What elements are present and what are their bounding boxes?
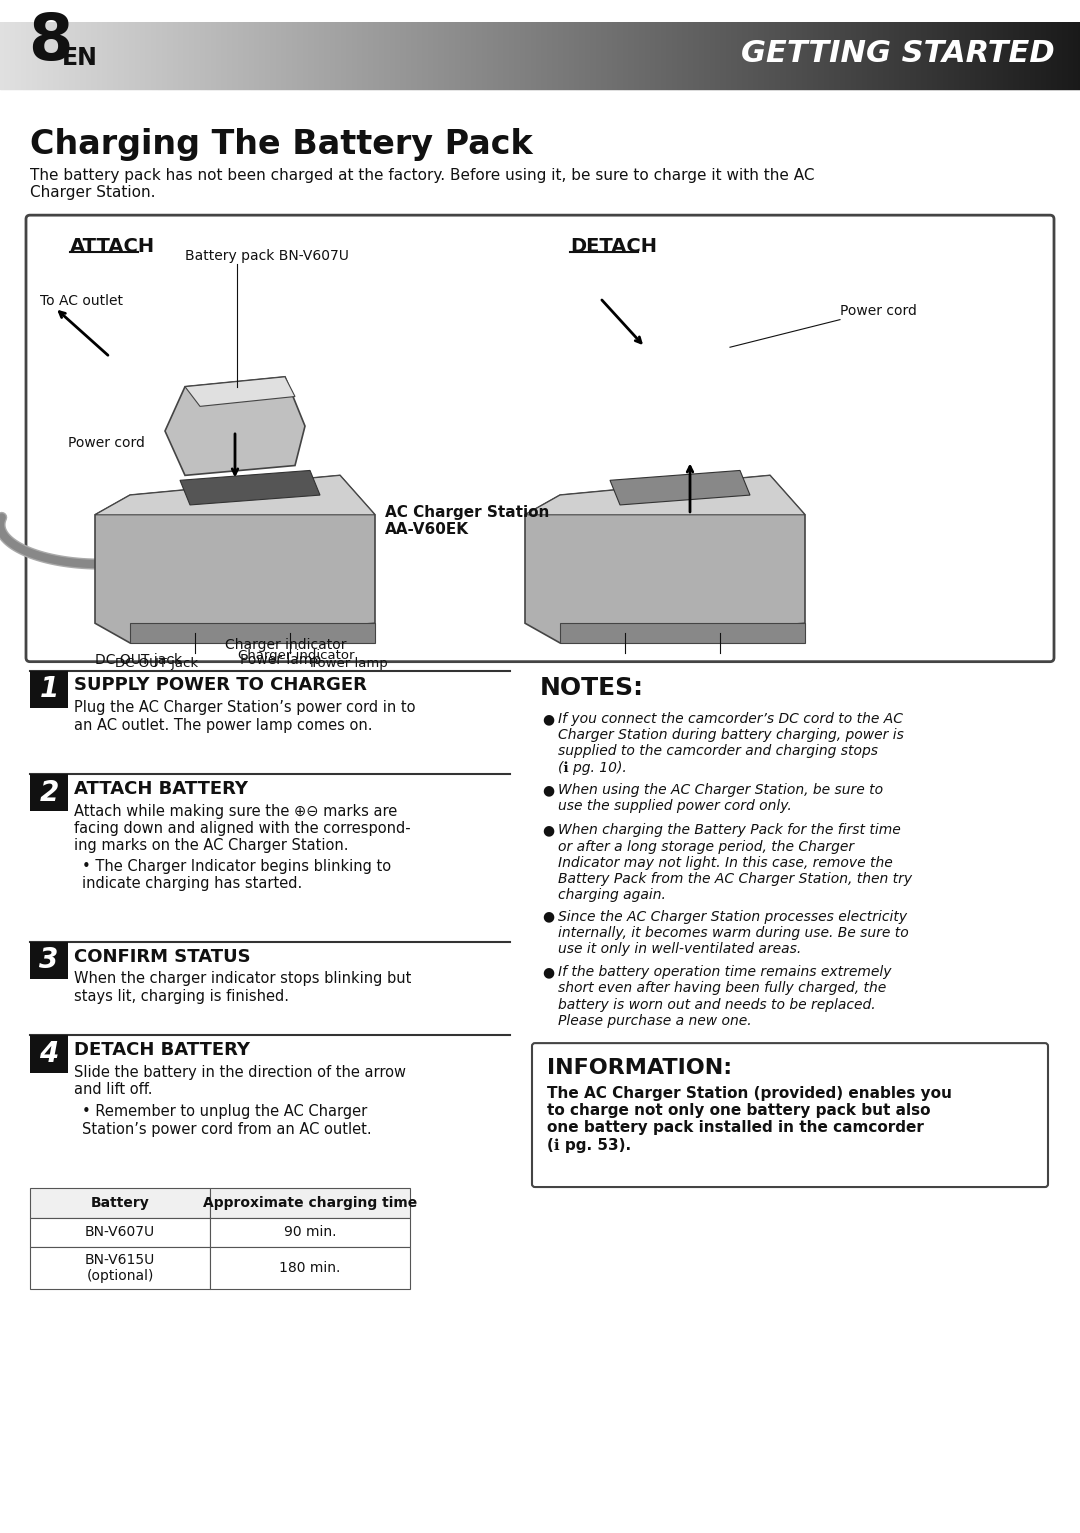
Text: If you connect the camcorder’s DC cord to the AC
Charger Station during battery : If you connect the camcorder’s DC cord t… [558, 711, 904, 774]
Text: BN-V607U: BN-V607U [85, 1225, 156, 1239]
Polygon shape [610, 471, 750, 504]
Text: Approximate charging time: Approximate charging time [203, 1196, 417, 1210]
Bar [210, 1188, 410, 1217]
Text: Charging The Battery Pack: Charging The Battery Pack [30, 129, 532, 161]
Text: Since the AC Charger Station processes electricity
internally, it becomes warm d: Since the AC Charger Station processes e… [558, 909, 908, 957]
Text: Power cord: Power cord [68, 435, 145, 451]
FancyBboxPatch shape [532, 1042, 1048, 1187]
Text: Slide the battery in the direction of the arrow
and lift off.: Slide the battery in the direction of th… [75, 1065, 406, 1098]
FancyBboxPatch shape [26, 215, 1054, 662]
Polygon shape [95, 475, 375, 642]
Text: Battery: Battery [91, 1196, 149, 1210]
Bar [30, 1217, 210, 1248]
Text: ATTACH: ATTACH [70, 236, 156, 256]
Polygon shape [525, 475, 805, 642]
Bar [30, 1248, 210, 1289]
Text: 3: 3 [39, 946, 58, 975]
Text: BN-V615U
(optional): BN-V615U (optional) [85, 1252, 156, 1283]
Text: To AC outlet: To AC outlet [40, 294, 123, 308]
Text: • Remember to unplug the AC Charger
Station’s power cord from an AC outlet.: • Remember to unplug the AC Charger Stat… [82, 1104, 372, 1136]
Polygon shape [185, 377, 295, 406]
Text: The battery pack has not been charged at the factory. Before using it, be sure t: The battery pack has not been charged at… [30, 167, 814, 201]
Text: INFORMATION:: INFORMATION: [546, 1058, 732, 1078]
Bar [30, 1188, 210, 1217]
Text: 8: 8 [28, 11, 72, 74]
Text: Charger indicator: Charger indicator [225, 638, 347, 652]
Polygon shape [165, 377, 305, 475]
Text: ATTACH BATTERY: ATTACH BATTERY [75, 780, 248, 799]
Text: The AC Charger Station (provided) enables you
to charge not only one battery pac: The AC Charger Station (provided) enable… [546, 1085, 951, 1153]
Text: When using the AC Charger Station, be sure to
use the supplied power cord only.: When using the AC Charger Station, be su… [558, 783, 883, 812]
Text: • The Charger Indicator begins blinking to
indicate charging has started.: • The Charger Indicator begins blinking … [82, 858, 391, 891]
Text: ●: ● [542, 783, 554, 797]
Text: Battery pack BN-V607U: Battery pack BN-V607U [185, 250, 349, 264]
Text: DC OUT jack: DC OUT jack [114, 656, 198, 670]
Text: AC Charger Station
AA-V60EK: AC Charger Station AA-V60EK [384, 504, 550, 538]
Bar [30, 670, 68, 708]
Bar [30, 1035, 68, 1073]
Text: When the charger indicator stops blinking but
stays lit, charging is finished.: When the charger indicator stops blinkin… [75, 972, 411, 1004]
Bar [210, 1248, 410, 1289]
Text: Attach while making sure the ⊕⊖ marks are
facing down and aligned with the corre: Attach while making sure the ⊕⊖ marks ar… [75, 803, 410, 854]
Polygon shape [130, 624, 375, 642]
Text: 4: 4 [39, 1039, 58, 1069]
Polygon shape [180, 471, 320, 504]
Text: Plug the AC Charger Station’s power cord in to
an AC outlet. The power lamp come: Plug the AC Charger Station’s power cord… [75, 701, 416, 733]
Text: CONFIRM STATUS: CONFIRM STATUS [75, 947, 251, 966]
Polygon shape [561, 624, 805, 642]
Text: ●: ● [542, 711, 554, 727]
Bar [210, 1217, 410, 1248]
Text: DC OUT jack: DC OUT jack [95, 653, 183, 667]
Polygon shape [95, 475, 375, 515]
Text: 90 min.: 90 min. [284, 1225, 336, 1239]
Text: ●: ● [542, 966, 554, 980]
Text: Charger indicator: Charger indicator [238, 648, 354, 662]
Text: DETACH BATTERY: DETACH BATTERY [75, 1041, 249, 1059]
Text: 1: 1 [39, 675, 58, 704]
Text: 2: 2 [39, 779, 58, 806]
Bar [30, 941, 68, 980]
Text: GETTING STARTED: GETTING STARTED [741, 40, 1055, 69]
Text: Power lamp: Power lamp [310, 656, 388, 670]
Text: SUPPLY POWER TO CHARGER: SUPPLY POWER TO CHARGER [75, 676, 367, 694]
Text: If the battery operation time remains extremely
short even after having been ful: If the battery operation time remains ex… [558, 966, 891, 1027]
Text: ●: ● [542, 823, 554, 837]
Text: DETACH: DETACH [570, 236, 657, 256]
Text: Power cord: Power cord [840, 304, 917, 317]
Text: When charging the Battery Pack for the first time
or after a long storage period: When charging the Battery Pack for the f… [558, 823, 913, 901]
Text: 180 min.: 180 min. [280, 1260, 340, 1275]
Text: ●: ● [542, 909, 554, 923]
Text: EN: EN [62, 46, 98, 71]
Polygon shape [525, 475, 805, 515]
Bar [30, 774, 68, 811]
Text: Power lamp: Power lamp [240, 653, 321, 667]
Text: NOTES:: NOTES: [540, 676, 644, 701]
